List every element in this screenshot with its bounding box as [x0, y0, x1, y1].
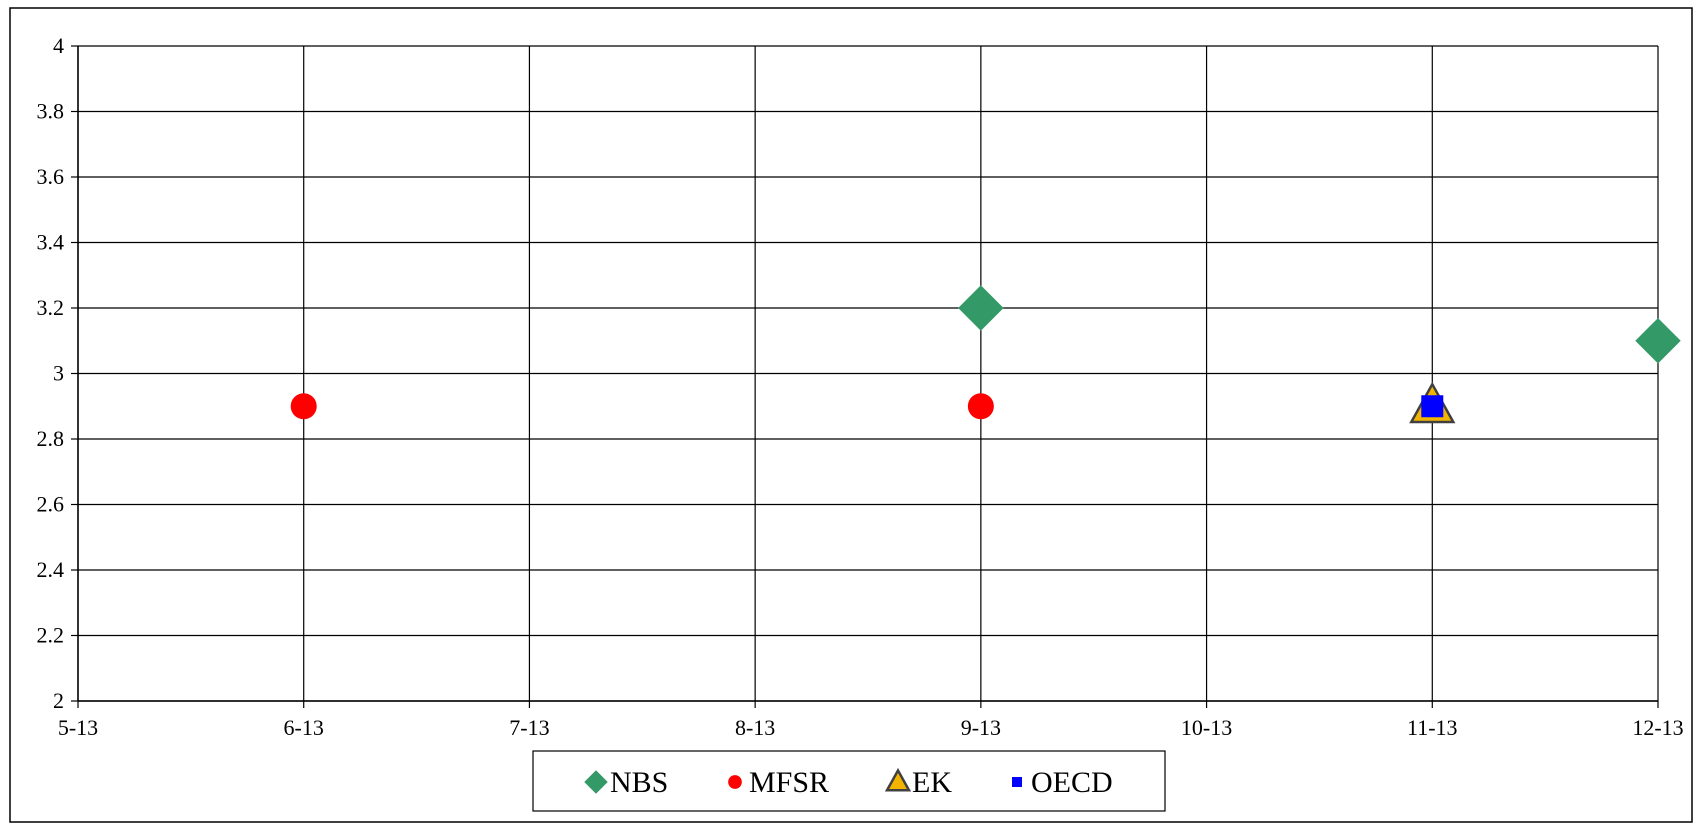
y-tick-label: 3 — [53, 361, 64, 386]
legend-label-nbs: NBS — [610, 766, 668, 799]
y-tick-label: 4 — [53, 33, 64, 58]
legend-marker-nbs — [584, 770, 608, 794]
legend-box — [532, 750, 1166, 812]
chart-border — [9, 7, 1693, 823]
y-tick-label: 3.8 — [37, 99, 65, 124]
y-tick-label: 3.6 — [37, 164, 65, 189]
data-point-oecd — [1421, 395, 1444, 418]
x-tick-label: 11-13 — [1407, 715, 1458, 740]
y-tick-label: 2.4 — [37, 557, 65, 582]
x-tick-label: 8-13 — [735, 715, 775, 740]
y-tick-label: 3.2 — [37, 295, 65, 320]
data-points — [290, 285, 1681, 424]
x-tick-labels: 5-13 6-13 7-13 8-13 9-13 10-13 11-13 12-13 — [58, 715, 1684, 740]
x-tick-label: 6-13 — [284, 715, 324, 740]
legend: NBS MFSR EK OECD — [532, 750, 1166, 812]
legend-marker-mfsr — [728, 775, 742, 789]
legend-label-oecd: OECD — [1031, 766, 1113, 799]
y-tick-labels: 2 2.2 2.4 2.6 2.8 3 3.2 3.4 3.6 3.8 4 — [37, 33, 65, 713]
legend-marker-ek — [884, 767, 912, 792]
y-tick-label: 3.4 — [37, 230, 65, 255]
legend-label-ek: EK — [912, 766, 952, 799]
legend-marker-oecd — [1012, 777, 1022, 787]
data-point-mfsr — [290, 393, 317, 420]
y-tick-label: 2 — [53, 688, 64, 713]
x-tick-label: 10-13 — [1181, 715, 1232, 740]
x-tick-label: 5-13 — [58, 715, 98, 740]
y-tick-label: 2.6 — [37, 492, 65, 517]
data-point-nbs — [958, 285, 1004, 331]
legend-label-mfsr: MFSR — [749, 766, 829, 799]
data-point-mfsr — [967, 393, 994, 420]
data-point-nbs — [1635, 318, 1681, 364]
x-tick-label: 9-13 — [961, 715, 1001, 740]
x-tick-label: 7-13 — [509, 715, 549, 740]
x-tick-label: 12-13 — [1632, 715, 1683, 740]
axes — [71, 45, 1659, 708]
y-tick-label: 2.8 — [37, 426, 65, 451]
y-tick-label: 2.2 — [37, 623, 65, 648]
